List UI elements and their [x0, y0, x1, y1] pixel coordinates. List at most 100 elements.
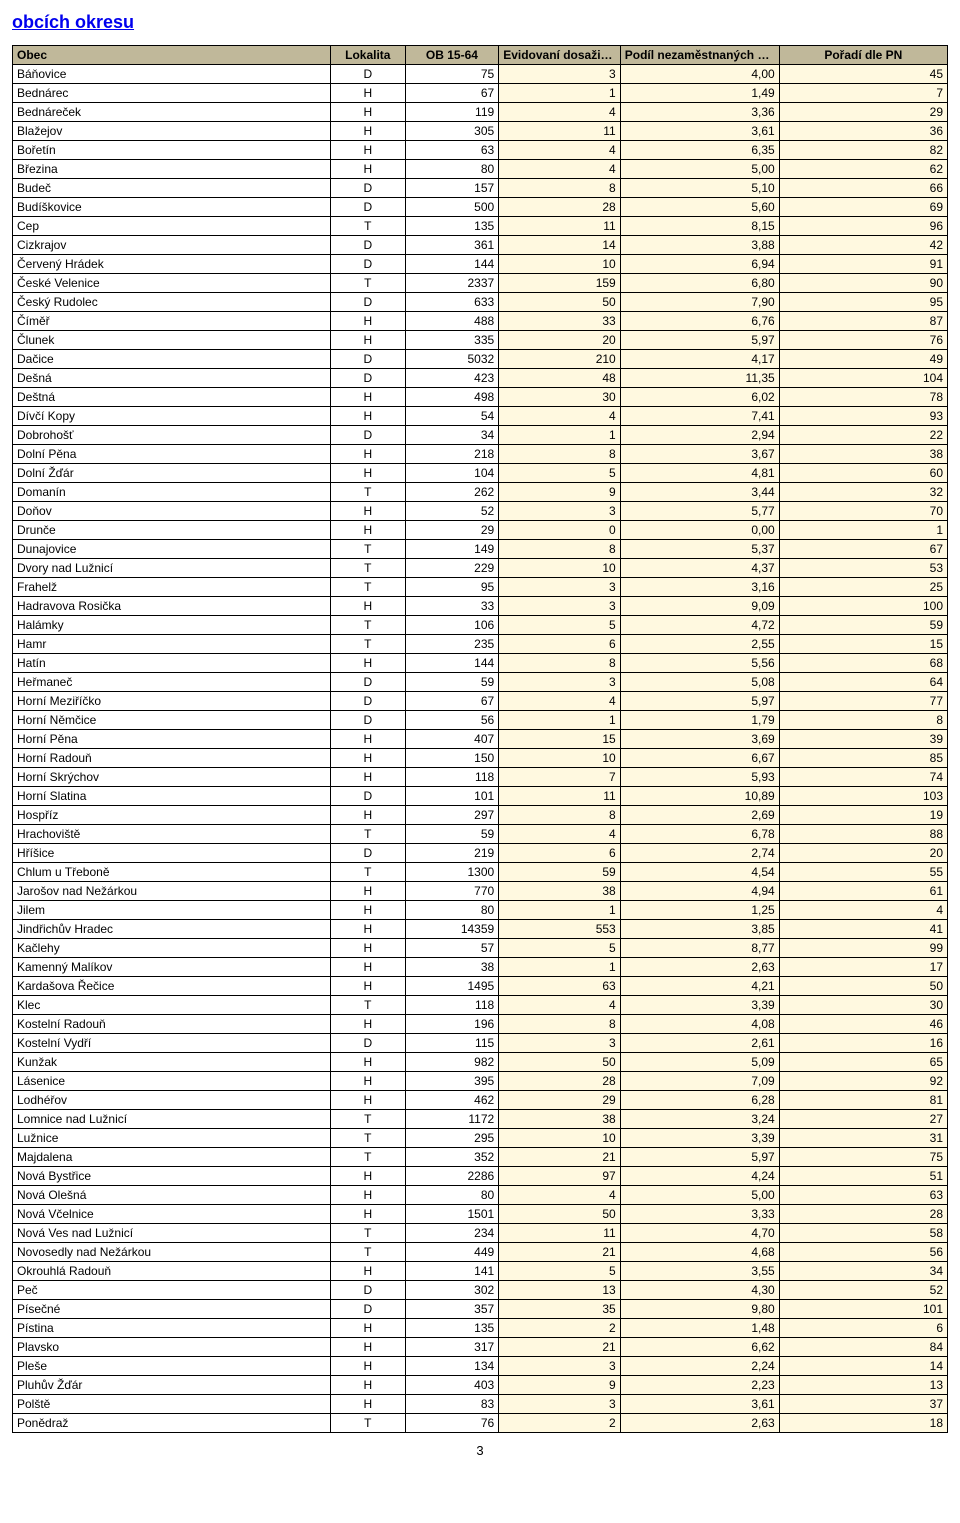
cell-poradi: 38: [779, 445, 947, 464]
cell-poradi: 52: [779, 1281, 947, 1300]
cell-evidovani: 159: [499, 274, 621, 293]
cell-podil: 3,69: [620, 730, 779, 749]
cell-obec: Kostelní Vydří: [13, 1034, 331, 1053]
table-row: Lomnice nad LužnicíT1172383,2427: [13, 1110, 948, 1129]
table-row: PlešeH13432,2414: [13, 1357, 948, 1376]
cell-evidovani: 1: [499, 958, 621, 977]
cell-podil: 4,21: [620, 977, 779, 996]
cell-evidovani: 35: [499, 1300, 621, 1319]
cell-evidovani: 8: [499, 179, 621, 198]
cell-podil: 6,02: [620, 388, 779, 407]
cell-podil: 2,61: [620, 1034, 779, 1053]
cell-ob1564: 59: [405, 825, 499, 844]
cell-evidovani: 3: [499, 1034, 621, 1053]
cell-evidovani: 4: [499, 996, 621, 1015]
table-row: BřezinaH8045,0062: [13, 160, 948, 179]
cell-lokalita: T: [330, 559, 405, 578]
column-header-podil: Podíl nezaměstnaných v %: [620, 46, 779, 65]
cell-ob1564: 633: [405, 293, 499, 312]
cell-poradi: 60: [779, 464, 947, 483]
cell-obec: Horní Němčice: [13, 711, 331, 730]
cell-podil: 6,78: [620, 825, 779, 844]
cell-ob1564: 38: [405, 958, 499, 977]
cell-podil: 11,35: [620, 369, 779, 388]
cell-obec: Dunajovice: [13, 540, 331, 559]
cell-podil: 4,37: [620, 559, 779, 578]
cell-lokalita: H: [330, 1205, 405, 1224]
cell-poradi: 69: [779, 198, 947, 217]
cell-lokalita: T: [330, 217, 405, 236]
cell-poradi: 41: [779, 920, 947, 939]
table-row: ČlunekH335205,9776: [13, 331, 948, 350]
cell-ob1564: 1172: [405, 1110, 499, 1129]
cell-lokalita: H: [330, 464, 405, 483]
cell-poradi: 25: [779, 578, 947, 597]
cell-podil: 4,70: [620, 1224, 779, 1243]
cell-ob1564: 80: [405, 1186, 499, 1205]
cell-obec: Hadravova Rosička: [13, 597, 331, 616]
table-row: DešnáD4234811,35104: [13, 369, 948, 388]
table-row: DunajoviceT14985,3767: [13, 540, 948, 559]
cell-poradi: 53: [779, 559, 947, 578]
cell-obec: Pluhův Žďár: [13, 1376, 331, 1395]
cell-lokalita: D: [330, 1300, 405, 1319]
table-row: LáseniceH395287,0992: [13, 1072, 948, 1091]
cell-evidovani: 38: [499, 1110, 621, 1129]
cell-ob1564: 982: [405, 1053, 499, 1072]
cell-evidovani: 21: [499, 1338, 621, 1357]
cell-ob1564: 54: [405, 407, 499, 426]
table-row: LužniceT295103,3931: [13, 1129, 948, 1148]
cell-poradi: 90: [779, 274, 947, 293]
cell-poradi: 67: [779, 540, 947, 559]
table-body: BáňoviceD7534,0045BednárecH6711,497Bedná…: [13, 65, 948, 1433]
table-row: PečD302134,3052: [13, 1281, 948, 1300]
cell-evidovani: 2: [499, 1414, 621, 1433]
cell-lokalita: T: [330, 616, 405, 635]
cell-podil: 5,00: [620, 1186, 779, 1205]
cell-podil: 6,94: [620, 255, 779, 274]
cell-ob1564: 305: [405, 122, 499, 141]
cell-ob1564: 2286: [405, 1167, 499, 1186]
cell-evidovani: 3: [499, 673, 621, 692]
cell-poradi: 16: [779, 1034, 947, 1053]
cell-evidovani: 8: [499, 1015, 621, 1034]
cell-podil: 5,10: [620, 179, 779, 198]
cell-lokalita: D: [330, 255, 405, 274]
cell-evidovani: 7: [499, 768, 621, 787]
table-row: BáňoviceD7534,0045: [13, 65, 948, 84]
table-row: PístinaH13521,486: [13, 1319, 948, 1338]
table-row: JilemH8011,254: [13, 901, 948, 920]
cell-lokalita: D: [330, 787, 405, 806]
cell-lokalita: H: [330, 806, 405, 825]
cell-obec: Peč: [13, 1281, 331, 1300]
cell-evidovani: 210: [499, 350, 621, 369]
cell-lokalita: T: [330, 540, 405, 559]
table-row: Novosedly nad NežárkouT449214,6856: [13, 1243, 948, 1262]
cell-obec: Domanín: [13, 483, 331, 502]
cell-ob1564: 196: [405, 1015, 499, 1034]
cell-podil: 7,41: [620, 407, 779, 426]
cell-poradi: 8: [779, 711, 947, 730]
cell-lokalita: H: [330, 768, 405, 787]
cell-ob1564: 135: [405, 1319, 499, 1338]
cell-obec: Horní Slatina: [13, 787, 331, 806]
cell-podil: 5,97: [620, 1148, 779, 1167]
table-row: České VeleniceT23371596,8090: [13, 274, 948, 293]
cell-lokalita: H: [330, 1015, 405, 1034]
cell-evidovani: 4: [499, 407, 621, 426]
cell-evidovani: 5: [499, 1262, 621, 1281]
cell-lokalita: H: [330, 502, 405, 521]
cell-ob1564: 135: [405, 217, 499, 236]
column-header-poradi: Pořadí dle PN: [779, 46, 947, 65]
table-row: Nová OlešnáH8045,0063: [13, 1186, 948, 1205]
table-row: Hadravova RosičkaH3339,09100: [13, 597, 948, 616]
cell-ob1564: 67: [405, 84, 499, 103]
cell-obec: Číměř: [13, 312, 331, 331]
table-row: BednárecH6711,497: [13, 84, 948, 103]
cell-evidovani: 2: [499, 1319, 621, 1338]
cell-lokalita: D: [330, 426, 405, 445]
cell-podil: 5,56: [620, 654, 779, 673]
cell-ob1564: 104: [405, 464, 499, 483]
cell-evidovani: 5: [499, 939, 621, 958]
cell-ob1564: 229: [405, 559, 499, 578]
